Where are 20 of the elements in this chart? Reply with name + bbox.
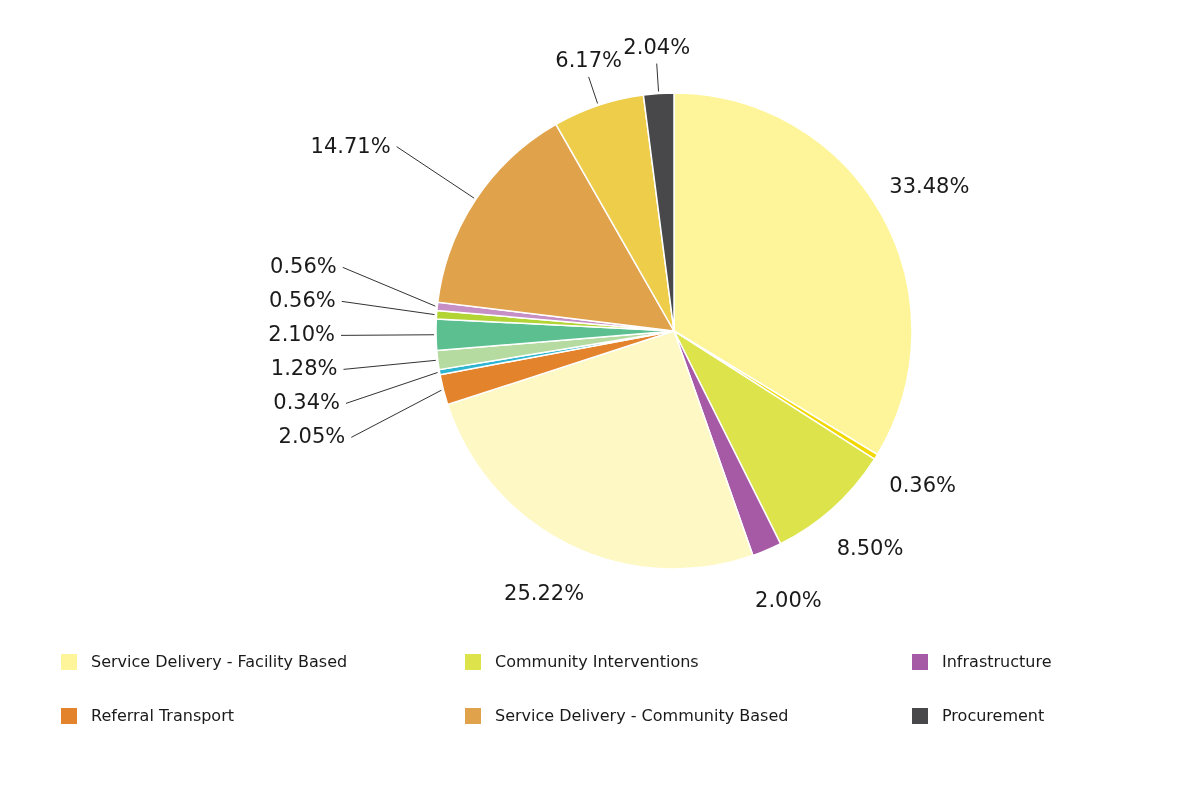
legend-label: Procurement (942, 706, 1045, 725)
legend-label: Service Delivery - Facility Based (91, 652, 348, 671)
data-label: 0.34% (273, 390, 341, 415)
legend-label: Infrastructure (942, 652, 1052, 671)
data-label: 0.36% (889, 473, 956, 498)
data-label: 6.17% (555, 47, 623, 72)
data-label: 8.50% (836, 535, 904, 560)
data-label: 0.56% (270, 254, 337, 279)
data-label: 1.28% (270, 356, 338, 381)
legend-label: Community Interventions (495, 652, 699, 671)
data-label: 2.05% (278, 424, 346, 449)
data-label: 33.48% (889, 174, 970, 199)
legend-label: Service Delivery - Community Based (495, 706, 789, 725)
data-label: 0.56% (269, 288, 336, 313)
legend-label: Referral Transport (91, 706, 235, 725)
data-label: 2.10% (268, 322, 336, 347)
data-label: 25.22% (504, 580, 585, 605)
data-label: 2.04% (623, 34, 691, 59)
data-label: 14.71% (310, 133, 391, 158)
data-label: 2.00% (755, 587, 822, 612)
